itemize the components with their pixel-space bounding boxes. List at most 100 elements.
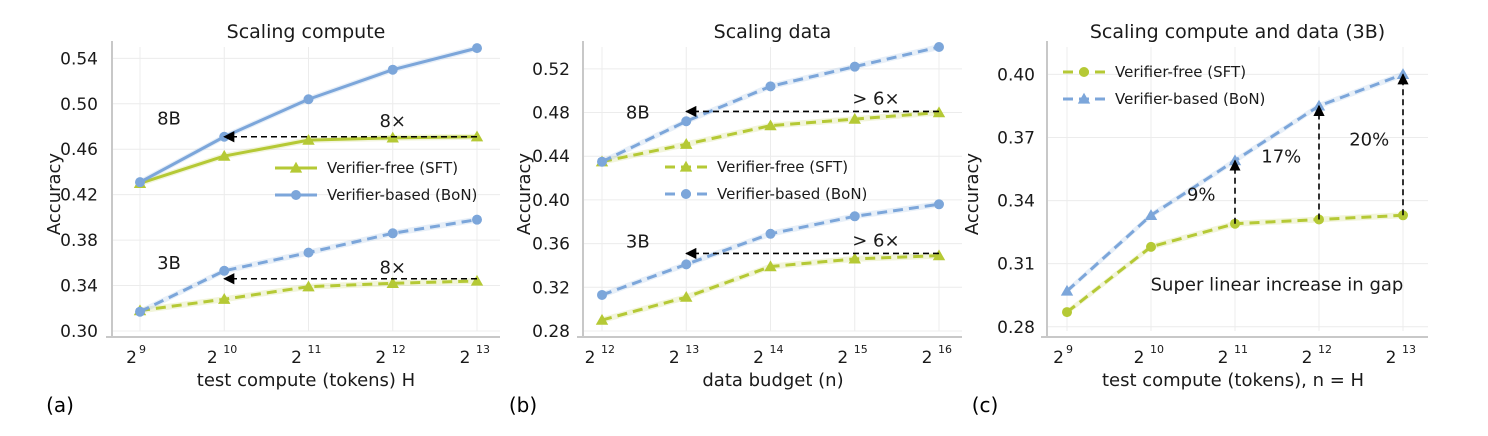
x-tick-exponent: 13 bbox=[476, 343, 490, 356]
legend-marker bbox=[289, 161, 303, 173]
chart-title: Scaling compute bbox=[227, 21, 386, 43]
data-point bbox=[849, 61, 860, 72]
data-point bbox=[387, 228, 398, 239]
x-tick-label: 2 16 bbox=[922, 343, 952, 368]
legend-label: Verifier-based (BoN) bbox=[327, 186, 477, 204]
data-point bbox=[303, 94, 314, 105]
data-point bbox=[1146, 241, 1156, 252]
x-tick-label: 2 12 bbox=[375, 343, 405, 368]
data-point bbox=[470, 274, 484, 286]
legend-label: Verifier-free (SFT) bbox=[1115, 63, 1246, 81]
annotation-text: 8× bbox=[379, 111, 406, 132]
data-point bbox=[135, 306, 145, 317]
x-tick-label: 2 15 bbox=[837, 343, 867, 368]
data-point bbox=[597, 156, 607, 167]
data-point bbox=[849, 211, 860, 222]
y-tick-label: 0.54 bbox=[60, 49, 98, 69]
series-verifier-based-bon--3b bbox=[135, 214, 482, 317]
data-point bbox=[764, 260, 777, 272]
data-point bbox=[218, 149, 231, 161]
data-point bbox=[303, 247, 314, 258]
y-tick-label: 0.28 bbox=[997, 318, 1035, 338]
x-tick-exponent: 10 bbox=[223, 343, 237, 356]
data-point bbox=[302, 280, 315, 292]
legend-label: Verifier-based (BoN) bbox=[1115, 90, 1265, 108]
annotation-text: 3B bbox=[626, 231, 650, 252]
x-tick-exponent: 11 bbox=[1234, 343, 1248, 356]
y-axis-label: Accuracy bbox=[44, 153, 65, 236]
chart-panel-2: Scaling data 0.28 0.32 0.36 0.40 0.44 0.48 0.52… bbox=[509, 21, 962, 417]
data-point bbox=[135, 177, 145, 188]
data-point bbox=[680, 138, 693, 149]
x-tick-label: 2 13 bbox=[669, 343, 699, 368]
annotation-text: 8B bbox=[626, 103, 650, 124]
data-point bbox=[681, 116, 692, 127]
x-tick-exponent: 10 bbox=[1150, 343, 1164, 356]
chart-title: Scaling compute and data (3B) bbox=[1090, 21, 1385, 43]
data-point bbox=[848, 112, 861, 124]
legend-marker bbox=[679, 160, 693, 172]
x-tick-base: 2 bbox=[1386, 348, 1397, 368]
data-point bbox=[386, 277, 399, 288]
y-tick-label: 0.52 bbox=[532, 60, 570, 80]
series-verifier-based-bon--8b bbox=[597, 42, 944, 167]
legend-marker bbox=[681, 189, 691, 199]
x-tick-label: 2 13 bbox=[1386, 343, 1416, 368]
x-tick-base: 2 bbox=[753, 348, 764, 368]
legend: Verifier-free (SFT) Verifier-based (BoN) bbox=[665, 158, 867, 203]
x-tick-base: 2 bbox=[922, 348, 933, 368]
y-tick-label: 0.44 bbox=[532, 147, 570, 167]
data-point bbox=[1060, 284, 1074, 296]
annotation-text: Super linear increase in gap bbox=[1151, 275, 1404, 296]
y-tick-label: 0.34 bbox=[997, 192, 1035, 212]
y-tick-label: 0.48 bbox=[532, 104, 570, 124]
x-tick-exponent: 13 bbox=[685, 343, 699, 356]
y-tick-label: 0.42 bbox=[60, 186, 98, 206]
x-tick-base: 2 bbox=[837, 348, 848, 368]
series-band bbox=[140, 45, 477, 186]
y-tick-label: 0.46 bbox=[60, 140, 98, 160]
x-tick-label: 2 12 bbox=[1302, 343, 1332, 368]
chart-panel-1: Scaling compute 0.30 0.34 0.38 0.42 0.46 0.50 0… bbox=[44, 21, 500, 417]
x-tick-base: 2 bbox=[375, 348, 386, 368]
x-tick-label: 2 13 bbox=[460, 343, 490, 368]
x-axis-label: test compute (tokens) H bbox=[197, 370, 415, 391]
x-tick-base: 2 bbox=[1053, 348, 1064, 368]
y-tick-label: 0.40 bbox=[997, 65, 1035, 85]
x-tick-label: 2 11 bbox=[291, 343, 321, 368]
series-verifier-free-sft--3b bbox=[595, 249, 946, 325]
x-tick-base: 2 bbox=[460, 348, 471, 368]
data-point bbox=[934, 199, 944, 210]
annotation-text: 17% bbox=[1261, 146, 1301, 167]
x-tick-exponent: 14 bbox=[770, 343, 784, 356]
data-point bbox=[934, 42, 944, 52]
legend-label: Verifier-free (SFT) bbox=[717, 158, 848, 176]
x-tick-exponent: 12 bbox=[1318, 343, 1332, 356]
y-tick-label: 0.36 bbox=[532, 235, 570, 255]
data-point bbox=[218, 292, 231, 304]
panel-label: (c) bbox=[972, 393, 999, 417]
y-tick-label: 0.32 bbox=[532, 278, 570, 298]
y-tick-label: 0.31 bbox=[997, 255, 1035, 275]
annotation-text: 8× bbox=[379, 257, 406, 278]
panel-label: (a) bbox=[46, 393, 74, 417]
x-axis-label: test compute (tokens), n = H bbox=[1102, 370, 1364, 391]
x-tick-base: 2 bbox=[669, 348, 680, 368]
legend: Verifier-free (SFT) Verifier-based (BoN) bbox=[275, 159, 477, 204]
y-tick-label: 0.50 bbox=[60, 95, 98, 115]
series-line bbox=[601, 111, 940, 164]
y-tick-label: 0.40 bbox=[532, 191, 570, 211]
series-line bbox=[139, 279, 478, 313]
y-tick-label: 0.38 bbox=[60, 231, 98, 251]
legend-label: Verifier-based (BoN) bbox=[717, 185, 867, 203]
chart-title: Scaling data bbox=[714, 21, 832, 43]
y-tick-label: 0.30 bbox=[60, 322, 98, 342]
data-point bbox=[302, 133, 315, 145]
legend: Verifier-free (SFT) Verifier-based (BoN) bbox=[1063, 63, 1265, 108]
y-axis-label: Accuracy bbox=[962, 153, 983, 236]
x-tick-base: 2 bbox=[1218, 348, 1229, 368]
x-tick-exponent: 9 bbox=[139, 343, 146, 356]
